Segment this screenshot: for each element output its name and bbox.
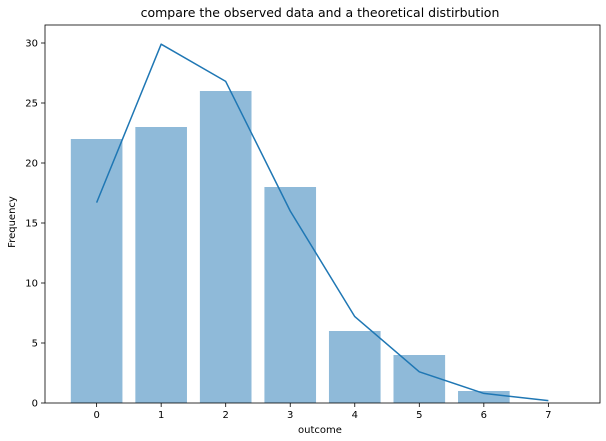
bars-layer	[70, 91, 510, 403]
x-tick-label-4: 4	[352, 410, 358, 421]
bar-6	[458, 391, 510, 403]
y-tick-label-25: 25	[25, 99, 38, 110]
x-axis-ticks: 0 1 2 3 4 5 6 7	[93, 403, 552, 421]
bar-0	[70, 139, 123, 403]
x-tick-label-5: 5	[416, 410, 422, 421]
y-tick-label-20: 20	[25, 159, 38, 170]
x-tick-label-3: 3	[287, 410, 293, 421]
y-axis-label: Frequency	[7, 196, 18, 248]
bar-1	[135, 127, 187, 403]
x-tick-label-7: 7	[545, 410, 551, 421]
line-layer	[95, 43, 549, 402]
theoretical-line	[95, 43, 549, 402]
y-tick-label-5: 5	[32, 339, 38, 350]
y-tick-label-30: 30	[25, 39, 38, 50]
y-axis-ticks: 0 5 10 15 20 25 30	[25, 39, 45, 410]
bar-5	[393, 355, 446, 403]
bar-2	[199, 91, 252, 403]
x-tick-label-0: 0	[93, 410, 99, 421]
x-axis-label: outcome	[298, 425, 342, 436]
x-tick-label-6: 6	[481, 410, 487, 421]
x-tick-label-2: 2	[223, 410, 229, 421]
bar-4	[328, 331, 381, 403]
bar-3	[264, 187, 317, 403]
y-tick-label-0: 0	[32, 399, 38, 410]
y-tick-label-10: 10	[25, 279, 38, 290]
plot-frame	[44, 24, 601, 404]
y-tick-label-15: 15	[25, 219, 38, 230]
x-tick-label-1: 1	[158, 410, 164, 421]
chart-title: compare the observed data and a theoreti…	[141, 5, 500, 20]
